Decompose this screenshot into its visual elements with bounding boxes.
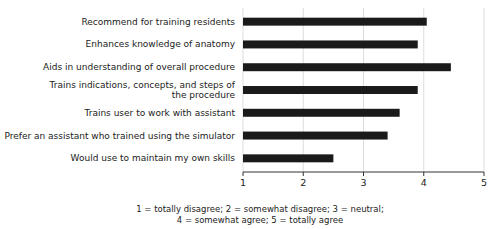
bar <box>243 154 333 162</box>
grid <box>243 8 484 172</box>
category-label: Trains indications, concepts, and steps … <box>49 80 236 100</box>
tick-label: 2 <box>300 177 306 188</box>
bar <box>243 63 451 71</box>
tick-mark <box>243 172 244 176</box>
tick-mark <box>303 172 304 176</box>
x-axis-note: 1 = totally disagree; 2 = somewhat disag… <box>136 204 384 225</box>
category-label: Aids in understanding of overall procedu… <box>43 62 235 72</box>
tick-label: 1 <box>240 177 246 188</box>
bar <box>243 18 427 26</box>
category-label: Recommend for training residents <box>81 17 235 27</box>
tick-label: 5 <box>481 177 487 188</box>
tick-mark <box>363 172 364 176</box>
grid-line <box>423 8 424 172</box>
bar <box>243 109 400 117</box>
x-ticks: 1 2 3 4 5 <box>240 172 487 188</box>
bar <box>243 132 388 140</box>
tick-label: 4 <box>421 177 427 188</box>
category-label: Prefer an assistant who trained using th… <box>4 131 235 141</box>
category-label: Would use to maintain my own skills <box>71 153 236 163</box>
bars <box>243 18 451 163</box>
tick-mark <box>423 172 424 176</box>
tick-mark <box>484 172 485 176</box>
tick-label: 3 <box>360 177 366 188</box>
category-labels: Would use to maintain my own skills Prefe… <box>4 17 235 164</box>
category-label: Trains user to work with assistant <box>84 108 236 118</box>
bar <box>243 86 418 94</box>
bar <box>243 40 418 48</box>
chart: Would use to maintain my own skills Prefe… <box>0 0 500 229</box>
category-label: Enhances knowledge of anatomy <box>86 39 236 49</box>
grid-line <box>484 8 485 172</box>
